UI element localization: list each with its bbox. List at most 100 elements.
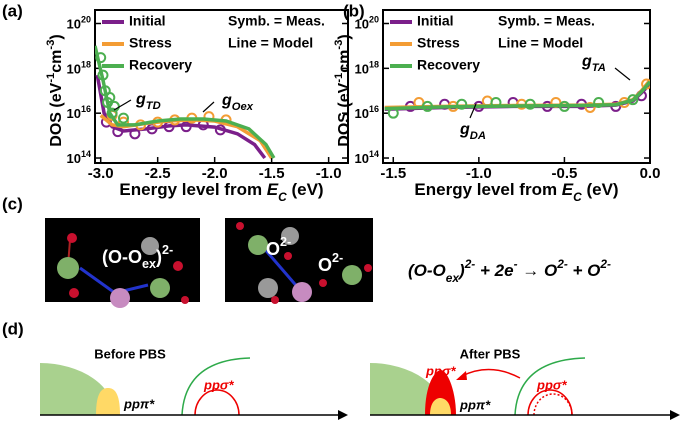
y-tick-exponent: 20 (369, 15, 379, 25)
molecule-image (225, 218, 373, 304)
annotation-arrow (615, 68, 630, 80)
diagram-title: Before PBS (94, 346, 166, 361)
x-axis-label-part: E (562, 180, 574, 199)
y-tick-exponent: 14 (81, 149, 91, 159)
y-axis-label: DOS (eV-1cm-3) (333, 34, 353, 146)
y-tick-exponent: 18 (369, 60, 379, 70)
y-tick-label: 1016 (67, 105, 91, 122)
annotation-part: DA (470, 130, 486, 142)
annotation-part: TD (146, 100, 161, 112)
orbital-label: ppσ* (536, 377, 568, 392)
y-axis-label-part: -1 (333, 73, 345, 83)
annotation-part: Oex (232, 101, 254, 113)
x-axis-label-part: Energy level from (414, 180, 561, 199)
annotation-part: TA (592, 62, 606, 74)
reaction-equation-part: → O (518, 261, 558, 280)
reaction-equation-part: (O-O (408, 261, 446, 280)
note: Symb. = Meas. (228, 13, 325, 29)
legend-label: Recovery (129, 57, 192, 73)
reaction-equation-part: + O (568, 261, 601, 280)
y-tick-label: 1018 (355, 60, 379, 77)
y-tick-exponent: 20 (81, 15, 91, 25)
x-tick-label: -1.5 (259, 165, 285, 182)
panel-label: (d) (2, 319, 24, 338)
y-tick-label: 1014 (355, 149, 379, 166)
plot-frame (383, 10, 650, 163)
band-diagram (40, 358, 348, 420)
orbital-label: ppπ* (459, 397, 491, 412)
legend-label: Initial (129, 13, 166, 29)
y-axis-label-part: ) (336, 34, 353, 39)
y-tick-label: 1014 (67, 149, 91, 166)
legend-label: Stress (417, 35, 460, 51)
y-tick-label: 1018 (67, 60, 91, 77)
x-tick-label: -1.5 (380, 165, 406, 182)
y-tick-base: 10 (67, 107, 81, 122)
annotation: gTA (581, 53, 606, 74)
note: Symb. = Meas. (498, 13, 595, 29)
annotation: gOex (221, 92, 254, 113)
x-tick-label: -1.0 (316, 165, 342, 182)
legend-label: Initial (417, 13, 454, 29)
x-axis-label-part: E (267, 180, 279, 199)
y-tick-base: 10 (67, 17, 81, 32)
reaction-equation-part: + 2e (475, 261, 513, 280)
y-tick-base: 10 (355, 62, 369, 77)
y-tick-label: 1016 (355, 105, 379, 122)
x-axis-label: Energy level from EC (eV) (119, 180, 323, 204)
orbital-label: ppπ* (123, 396, 155, 411)
y-tick-base: 10 (67, 151, 81, 166)
y-axis-label-part: -3 (45, 40, 57, 50)
panel-label: (a) (2, 1, 23, 20)
y-tick-exponent: 18 (81, 60, 91, 70)
y-tick-base: 10 (355, 151, 369, 166)
panel-label: (c) (2, 194, 23, 213)
y-axis-label-part: DOS (eV (48, 82, 65, 146)
model-line (97, 75, 264, 158)
x-tick-label: 0.0 (640, 165, 661, 182)
x-tick-label: -1.0 (466, 165, 492, 182)
y-axis-label-part: ) (48, 34, 65, 39)
y-tick-base: 10 (67, 62, 81, 77)
legend-label: Stress (129, 35, 172, 51)
y-tick-exponent: 16 (369, 105, 379, 115)
figure: (c) (d) Before PBS ppπ* ppσ* After PBS p… (0, 0, 684, 429)
note: Line = Model (498, 35, 583, 51)
orbital-label: ppσ* (203, 377, 235, 392)
x-tick-label: -2.5 (145, 165, 171, 182)
plot-area (385, 80, 651, 118)
y-tick-base: 10 (355, 107, 369, 122)
reaction-equation-part: 2- (464, 257, 476, 271)
diagram-title: After PBS (460, 346, 521, 361)
y-tick-label: 1020 (355, 15, 379, 32)
molecule-label-part: O (266, 239, 280, 259)
x-tick-label: -3.0 (88, 165, 114, 182)
annotation-part: g (459, 121, 470, 138)
y-tick-exponent: 14 (369, 149, 379, 159)
molecule-label-part: 2- (162, 243, 173, 257)
molecule-label-part: (O-O (102, 247, 142, 267)
reaction-equation: (O-Oex)2- + 2e- → O2- + O2- (408, 257, 611, 285)
orbital-label: ppσ* (425, 363, 457, 378)
molecule-label-part: 2- (280, 235, 291, 249)
y-tick-label: 1020 (67, 15, 91, 32)
y-axis-label-part: DOS (eV (336, 82, 353, 146)
molecule-label-part: ex (142, 257, 156, 271)
x-tick-label: -0.5 (551, 165, 577, 182)
reaction-equation-part: 2- (599, 257, 611, 271)
y-tick-exponent: 16 (81, 105, 91, 115)
x-axis-label-part: (eV) (582, 180, 619, 199)
y-tick-base: 10 (355, 17, 369, 32)
annotation-part: g (581, 53, 592, 70)
annotation-part: g (221, 92, 232, 109)
x-axis-label-part: (eV) (287, 180, 324, 199)
x-axis-label-part: Energy level from (119, 180, 266, 199)
note: Line = Model (228, 35, 313, 51)
y-axis-label-part: cm (336, 50, 353, 73)
y-axis-label-part: cm (48, 50, 65, 73)
y-axis-label-part: -1 (45, 73, 57, 83)
y-axis-label: DOS (eV-1cm-3) (45, 34, 65, 146)
annotation-part: g (135, 91, 146, 108)
annotation: gTD (135, 91, 161, 112)
annotation: gDA (459, 121, 486, 142)
